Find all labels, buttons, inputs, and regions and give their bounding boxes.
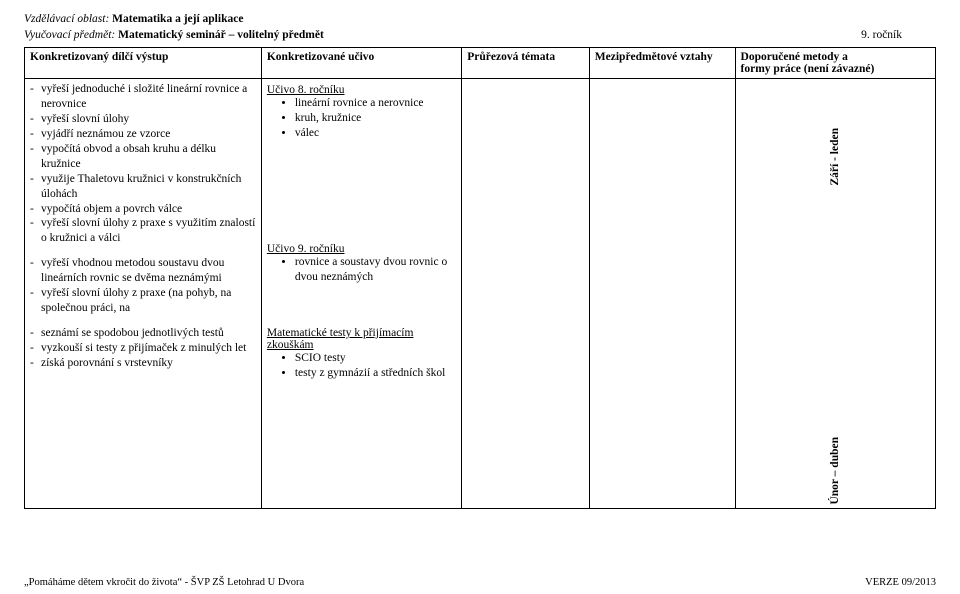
list-item: seznámí se spodobou jednotlivých testů xyxy=(30,326,256,341)
u9-list: rovnice a soustavy dvou rovnic o dvou ne… xyxy=(267,255,456,285)
col-header-intersubject: Mezipředmětové vztahy xyxy=(589,48,735,79)
curriculum-cell: Učivo 8. ročníku lineární rovnice a nero… xyxy=(261,79,461,509)
intersubject-cell xyxy=(589,79,735,509)
list-item: válec xyxy=(295,126,456,141)
month-range-2: Únor – duben xyxy=(829,437,841,505)
grade: 9. ročník xyxy=(861,28,902,44)
tests-title: Matematické testy k přijímacím zkouškám xyxy=(267,327,456,351)
header: Vzdělávací oblast: Matematika a její apl… xyxy=(24,12,936,43)
footer-right: VERZE 09/2013 xyxy=(865,577,936,588)
footer: „Pomáháme dětem vkročit do života“ - ŠVP… xyxy=(24,577,936,588)
outcomes-block-3: seznámí se spodobou jednotlivých testů v… xyxy=(30,326,256,371)
list-item: rovnice a soustavy dvou rovnic o dvou ne… xyxy=(295,255,456,285)
outcomes-block-1: vyřeší jednoduché i složité lineární rov… xyxy=(30,82,256,246)
col-header-outcome: Konkretizovaný dílčí výstup xyxy=(25,48,262,79)
u8-title: Učivo 8. ročníku xyxy=(267,84,456,96)
subject-label: Vyučovací předmět: xyxy=(24,29,115,41)
area-label: Vzdělávací oblast: xyxy=(24,13,109,25)
list-item: vyřeší jednoduché i složité lineární rov… xyxy=(30,82,256,112)
list-item: vyzkouší si testy z přijímaček z minulýc… xyxy=(30,341,256,356)
col-header-methods: Doporučené metody a formy práce (není zá… xyxy=(735,48,935,79)
page: Vzdělávací oblast: Matematika a její apl… xyxy=(0,0,960,509)
list-item: lineární rovnice a nerovnice xyxy=(295,96,456,111)
table-row: vyřeší jednoduché i složité lineární rov… xyxy=(25,79,936,509)
tests-list: SCIO testy testy z gymnázií a středních … xyxy=(267,351,456,381)
list-item: kruh, kružnice xyxy=(295,111,456,126)
col-header-crosscutting: Průřezová témata xyxy=(462,48,590,79)
list-item: vypočítá obvod a obsah kruhu a délku kru… xyxy=(30,142,256,172)
list-item: vyřeší slovní úlohy z praxe (na pohyb, n… xyxy=(30,286,256,316)
list-item: vyřeší slovní úlohy xyxy=(30,112,256,127)
curriculum-table: Konkretizovaný dílčí výstup Konkretizova… xyxy=(24,47,936,509)
list-item: vyřeší slovní úlohy z praxe s využitím z… xyxy=(30,216,256,246)
month-range-1: Září - leden xyxy=(829,128,841,186)
table-header-row: Konkretizovaný dílčí výstup Konkretizova… xyxy=(25,48,936,79)
footer-left: „Pomáháme dětem vkročit do života“ - ŠVP… xyxy=(24,577,304,588)
list-item: vypočítá objem a povrch válce xyxy=(30,202,256,217)
outcomes-cell: vyřeší jednoduché i složité lineární rov… xyxy=(25,79,262,509)
list-item: získá porovnání s vrstevníky xyxy=(30,356,256,371)
outcomes-block-2: vyřeší vhodnou metodou soustavu dvou lin… xyxy=(30,256,256,316)
u9-title: Učivo 9. ročníku xyxy=(267,243,456,255)
col-header-methods-l1: Doporučené metody a xyxy=(741,51,848,63)
list-item: testy z gymnázií a středních škol xyxy=(295,366,456,381)
u8-list: lineární rovnice a nerovnice kruh, kružn… xyxy=(267,96,456,141)
list-item: SCIO testy xyxy=(295,351,456,366)
list-item: vyřeší vhodnou metodou soustavu dvou lin… xyxy=(30,256,256,286)
methods-cell: Září - leden Únor – duben xyxy=(735,79,935,509)
area-value: Matematika a její aplikace xyxy=(112,13,243,25)
list-item: využije Thaletovu kružnici v konstrukční… xyxy=(30,172,256,202)
crosscutting-cell xyxy=(462,79,590,509)
col-header-methods-l2: formy práce (není závazné) xyxy=(741,63,875,75)
col-header-curriculum: Konkretizované učivo xyxy=(261,48,461,79)
subject-value: Matematický seminář – volitelný předmět xyxy=(118,29,324,41)
list-item: vyjádří neznámou ze vzorce xyxy=(30,127,256,142)
